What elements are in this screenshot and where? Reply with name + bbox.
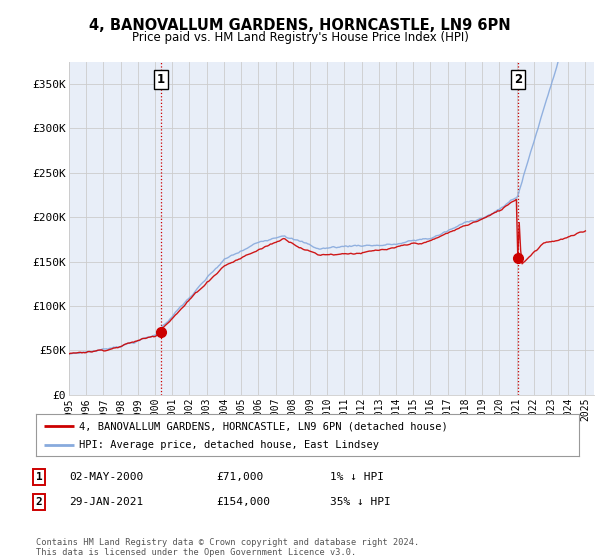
Text: 35% ↓ HPI: 35% ↓ HPI xyxy=(330,497,391,507)
Text: £154,000: £154,000 xyxy=(216,497,270,507)
Text: 29-JAN-2021: 29-JAN-2021 xyxy=(69,497,143,507)
Text: Contains HM Land Registry data © Crown copyright and database right 2024.
This d: Contains HM Land Registry data © Crown c… xyxy=(36,538,419,557)
Text: £71,000: £71,000 xyxy=(216,472,263,482)
Text: 4, BANOVALLUM GARDENS, HORNCASTLE, LN9 6PN: 4, BANOVALLUM GARDENS, HORNCASTLE, LN9 6… xyxy=(89,18,511,33)
Text: 2: 2 xyxy=(514,73,522,86)
Text: 1: 1 xyxy=(35,472,43,482)
Text: HPI: Average price, detached house, East Lindsey: HPI: Average price, detached house, East… xyxy=(79,440,379,450)
Text: 4, BANOVALLUM GARDENS, HORNCASTLE, LN9 6PN (detached house): 4, BANOVALLUM GARDENS, HORNCASTLE, LN9 6… xyxy=(79,421,448,431)
Text: 2: 2 xyxy=(35,497,43,507)
Text: Price paid vs. HM Land Registry's House Price Index (HPI): Price paid vs. HM Land Registry's House … xyxy=(131,31,469,44)
Text: 1% ↓ HPI: 1% ↓ HPI xyxy=(330,472,384,482)
Text: 1: 1 xyxy=(157,73,165,86)
Text: 02-MAY-2000: 02-MAY-2000 xyxy=(69,472,143,482)
